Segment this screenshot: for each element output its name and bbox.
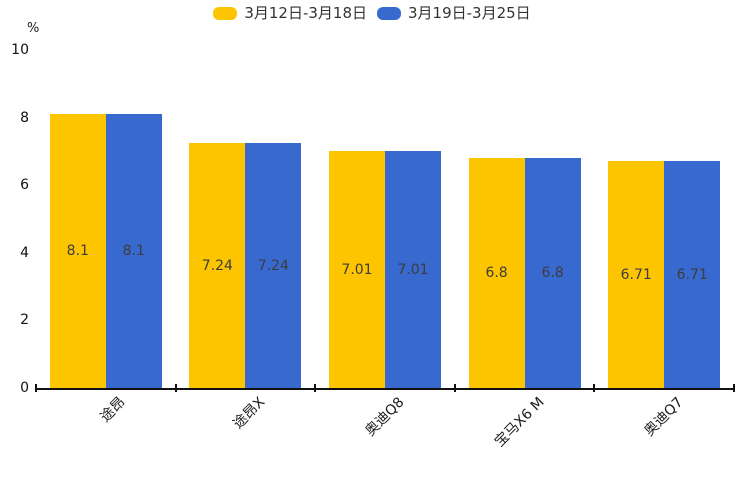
legend-label-week1: 3月12日-3月18日 (244, 4, 367, 22)
bar-week1[interactable]: 6.71 (608, 161, 665, 388)
x-axis-category-label: 宝马X6 M (491, 394, 548, 451)
legend-swatch-yellow-icon (213, 7, 238, 20)
bar-value-label: 7.24 (201, 257, 233, 274)
bar-week1[interactable]: 8.1 (49, 114, 106, 388)
bar-week1[interactable]: 7.01 (329, 151, 385, 388)
bar-value-label: 7.01 (397, 261, 429, 278)
y-axis-tick-label: 2 (20, 312, 29, 329)
bar-value-label: 6.71 (676, 266, 708, 283)
bar-value-label: 7.24 (257, 257, 289, 274)
x-axis-category-label: 奥迪Q7 (641, 394, 687, 440)
bar-value-label: 6.8 (485, 265, 508, 282)
bar-value-label: 6.8 (541, 265, 564, 282)
bar-value-label: 6.71 (620, 266, 652, 283)
legend-swatch-blue-icon (377, 7, 401, 20)
bar-value-label: 8.1 (122, 243, 145, 260)
bar-week2[interactable]: 7.24 (245, 143, 302, 388)
legend-item-week2[interactable]: 3月19日-3月25日 (377, 6, 531, 21)
bar-week1[interactable]: 6.8 (468, 158, 525, 388)
y-axis-tick-label: 10 (11, 42, 29, 58)
y-axis-tick-label: 4 (20, 244, 29, 261)
bar-week2[interactable]: 6.71 (664, 161, 721, 388)
bar-value-label: 8.1 (66, 243, 89, 260)
y-axis-tick-label: 8 (20, 109, 29, 126)
y-axis-tick-label: 6 (20, 177, 29, 194)
y-axis-unit-label: % (27, 21, 40, 36)
bar-week2[interactable]: 7.01 (385, 151, 441, 388)
x-axis-category-label: 途昂X (230, 394, 269, 433)
x-axis-tick (453, 384, 456, 392)
bar-week1[interactable]: 7.24 (189, 143, 246, 388)
bar-week2[interactable]: 8.1 (105, 114, 162, 388)
x-axis-tick (314, 384, 317, 392)
legend-item-week1[interactable]: 3月12日-3月18日 (213, 6, 367, 21)
x-axis-line (36, 388, 734, 390)
x-axis-tick (35, 384, 37, 392)
x-axis-tick (593, 384, 596, 392)
x-axis-tick (733, 384, 735, 392)
legend-label-week2: 3月19日-3月25日 (408, 4, 531, 22)
x-axis-tick (174, 384, 177, 392)
bar-week2[interactable]: 6.8 (524, 158, 581, 388)
legend: 3月12日-3月18日 3月19日-3月25日 (0, 6, 744, 21)
x-axis-category-label: 奥迪Q8 (362, 394, 408, 440)
bar-value-label: 7.01 (341, 261, 373, 278)
x-axis-category-label: 途昂 (97, 394, 129, 426)
y-axis-tick-label: 0 (20, 380, 29, 396)
